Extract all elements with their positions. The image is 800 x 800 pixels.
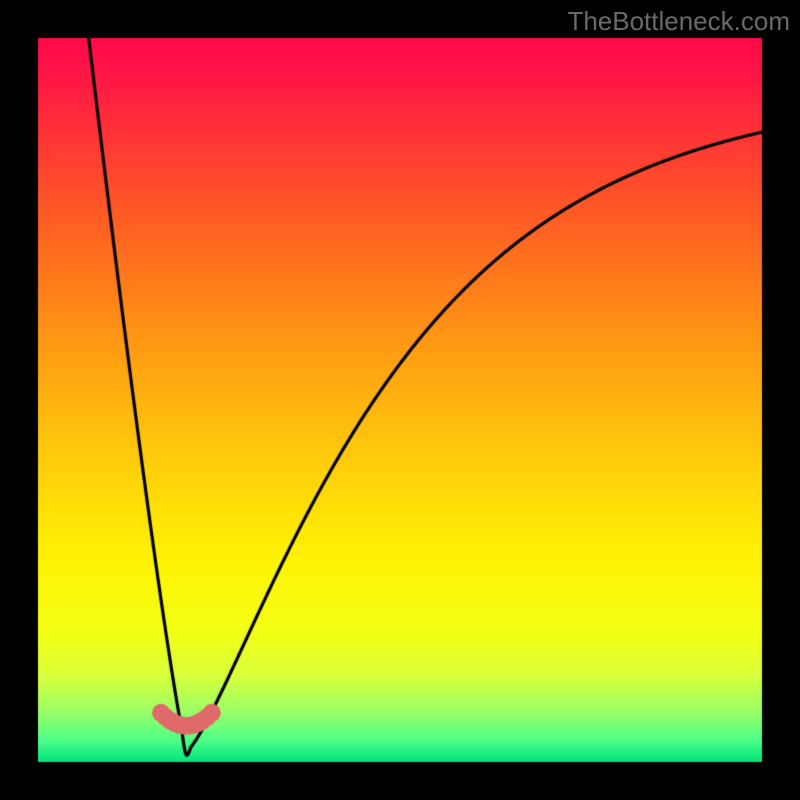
chart-stage: TheBottleneck.com [0, 0, 800, 800]
bottleneck-chart-canvas [0, 0, 800, 800]
watermark-text: TheBottleneck.com [567, 6, 790, 37]
